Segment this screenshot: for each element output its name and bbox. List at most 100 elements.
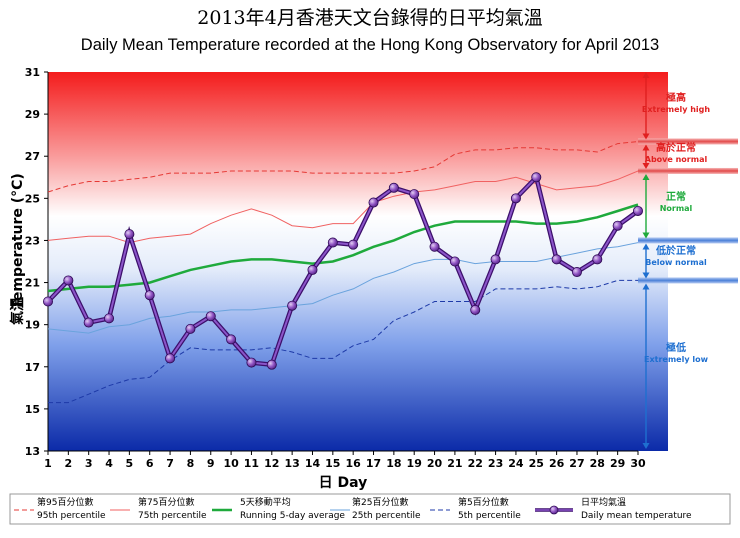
x-tick-label: 12 [264, 457, 279, 470]
y-tick-label: 13 [25, 445, 40, 458]
x-tick-label: 26 [549, 457, 565, 470]
band-arrow-above-normal [642, 144, 650, 169]
y-tick-label: 21 [25, 277, 40, 290]
daily-point [531, 172, 542, 183]
y-tick-label: 17 [25, 361, 40, 374]
x-tick-label: 30 [630, 457, 646, 470]
x-tick-label: 19 [407, 457, 422, 470]
x-tick-label: 4 [105, 457, 113, 470]
chart-title: 2013年4月香港天文台錄得的日平均氣溫 [197, 7, 542, 29]
x-tick-label: 10 [223, 457, 239, 470]
x-tick-label: 2 [65, 457, 73, 470]
band-above-normal-label-en: Above normal [645, 155, 708, 164]
legend-label-zh-p25: 第25百分位數 [352, 496, 408, 508]
x-tick-label: 16 [346, 457, 362, 470]
band-arrow-normal [642, 173, 650, 239]
daily-point [307, 264, 318, 275]
x-tick-label: 8 [187, 457, 195, 470]
daily-point [490, 254, 501, 265]
x-tick-label: 3 [85, 457, 93, 470]
daily-point [409, 189, 420, 200]
x-tick-label: 23 [488, 457, 503, 470]
daily-point [246, 357, 257, 368]
band-strip-background [638, 72, 668, 451]
x-tick-label: 28 [590, 457, 605, 470]
x-tick-label: 15 [325, 457, 340, 470]
legend-label-daily: Daily mean temperature [581, 511, 692, 521]
legend-label-zh-p5: 第5百分位數 [458, 496, 509, 508]
series-line-p25 [47, 242, 639, 334]
band-arrow-extreme-high [642, 72, 650, 140]
x-tick-label: 18 [386, 457, 401, 470]
band-arrow-below-normal [642, 243, 650, 279]
daily-point [104, 313, 115, 324]
x-tick-label: 9 [207, 457, 215, 470]
daily-point [165, 353, 176, 364]
daily-point [124, 229, 135, 240]
x-tick-label: 11 [244, 457, 259, 470]
y-tick-label: 23 [25, 234, 40, 247]
daily-point [266, 359, 277, 370]
series-layer [43, 141, 644, 404]
chart-subtitle: Daily Mean Temperature recorded at the H… [81, 36, 659, 54]
x-tick-label: 27 [569, 457, 584, 470]
daily-point [348, 239, 359, 250]
band-normal-label-zh: 正常 [666, 190, 686, 203]
y-axis-title-zh: 氣溫 [9, 297, 26, 325]
x-tick-label: 17 [366, 457, 381, 470]
legend-label-p25: 25th percentile [352, 511, 421, 521]
daily-point [327, 237, 338, 248]
legend-label-p75: 75th percentile [138, 511, 207, 521]
legend-item-p75: 第75百分位數 75th percentile [110, 496, 207, 521]
daily-point [633, 205, 644, 216]
band-below-normal-label-en: Below normal [645, 258, 707, 267]
daily-point [571, 267, 582, 278]
daily-point [470, 304, 481, 315]
daily-point [83, 317, 94, 328]
daily-point [43, 296, 54, 307]
legend-label-zh-daily: 日平均氣溫 [581, 496, 626, 508]
daily-point [449, 256, 460, 267]
band-extreme-low-label-zh: 極低 [666, 341, 686, 354]
legend-marker-daily [549, 505, 559, 515]
x-tick-label: 1 [44, 457, 52, 470]
x-tick-label: 7 [166, 457, 174, 470]
band-above-normal-label-zh: 高於正常 [656, 141, 696, 154]
legend-item-p95: 第95百分位數 95th percentile [14, 496, 106, 521]
daily-point [429, 241, 440, 252]
y-axis-title-en: Temperature (°C) [10, 173, 26, 309]
daily-point [551, 254, 562, 265]
daily-point [205, 311, 216, 322]
band-extreme-high-label-zh: 極高 [666, 91, 686, 104]
band-normal-label-en: Normal [660, 204, 693, 213]
x-tick-label: 5 [126, 457, 134, 470]
y-tick-label: 19 [25, 319, 40, 332]
series-line-p5 [48, 279, 638, 404]
y-tick-label: 29 [25, 108, 40, 121]
y-tick-label: 25 [25, 192, 40, 205]
daily-point [388, 182, 399, 193]
x-tick-label: 20 [427, 457, 443, 470]
x-tick-label: 21 [447, 457, 462, 470]
legend-item-p25: 第25百分位數 25th percentile [330, 496, 421, 521]
legend-label-p95: 95th percentile [37, 511, 106, 521]
daily-point [63, 275, 74, 286]
daily-point [144, 290, 155, 301]
x-tick-label: 29 [610, 457, 625, 470]
daily-point [368, 197, 379, 208]
daily-point [612, 220, 623, 231]
x-tick-label: 6 [146, 457, 154, 470]
band-extreme-high-label-en: Extremely high [642, 105, 710, 114]
y-tick-label: 15 [25, 403, 40, 416]
x-tick-label: 24 [508, 457, 524, 470]
legend-box [9, 493, 731, 525]
x-tick-label: 14 [305, 457, 321, 470]
daily-point [185, 323, 196, 334]
daily-point [287, 300, 298, 311]
y-tick-label: 27 [25, 150, 40, 163]
band-below-normal-label-zh: 低於正常 [655, 244, 696, 257]
